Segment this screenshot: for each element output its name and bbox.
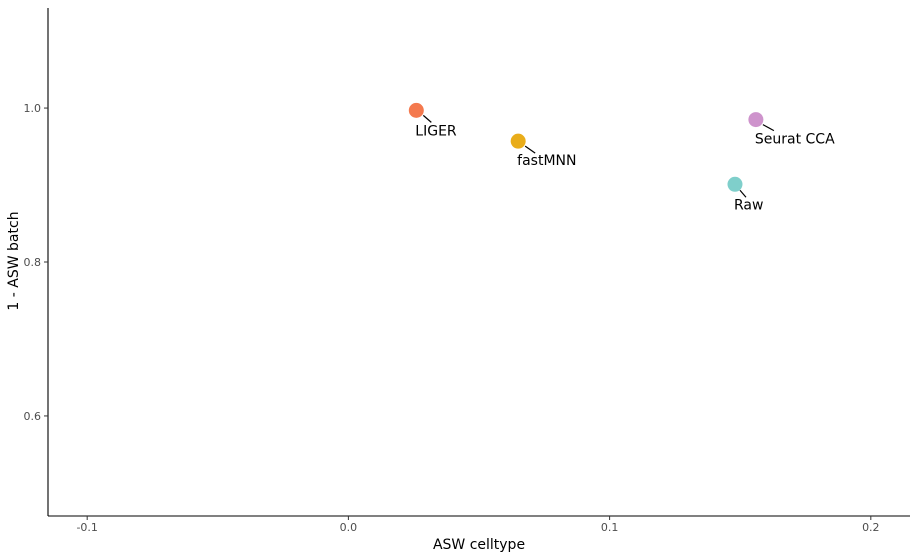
axis-ticks: -0.1 0.0 0.1 0.2 0.6 0.8 1.0 [24,102,880,534]
axes [47,8,910,517]
label-leader-line [739,189,747,198]
point-label: LIGER [415,123,457,139]
data-point [727,176,743,192]
data-points [408,102,764,192]
data-point [408,102,424,118]
point-label: Raw [734,197,763,213]
y-axis-title: 1 - ASW batch [6,211,22,310]
x-tick-label: 0.2 [862,521,880,534]
x-tick-label: 0.1 [601,521,619,534]
x-tick-label: -0.1 [76,521,97,534]
y-tick-label: 1.0 [24,102,42,115]
y-tick-label: 0.6 [24,410,42,423]
x-tick-label: 0.0 [340,521,358,534]
point-label: fastMNN [517,153,576,169]
point-label: Seurat CCA [755,132,835,148]
data-point [510,133,526,149]
label-leader-line [422,114,432,123]
point-labels: LIGER fastMNN Seurat CCA Raw [415,114,835,213]
y-tick-label: 0.8 [24,256,42,269]
data-point [748,112,764,128]
label-leader-line [762,124,775,132]
label-leader-line [524,145,536,154]
x-axis-title: ASW celltype [433,537,525,553]
